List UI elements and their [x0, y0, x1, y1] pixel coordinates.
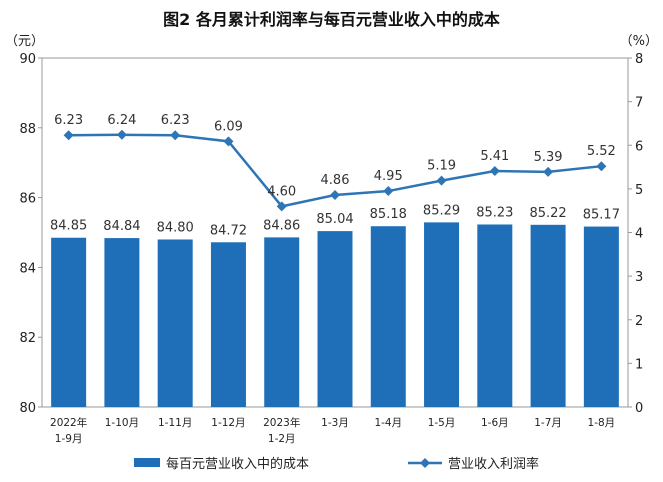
legend-swatch-bar: [134, 458, 160, 467]
bar: [530, 224, 566, 407]
bar: [370, 226, 406, 407]
y-right-unit: （%）: [620, 34, 658, 49]
y-right-tick-label: 8: [635, 52, 643, 67]
y-right-tick-label: 5: [635, 183, 643, 198]
y-right-tick-label: 1: [635, 357, 643, 372]
bar: [104, 238, 140, 407]
legend-swatch-marker: [420, 458, 430, 468]
x-tick-label: 1-5月: [428, 417, 456, 429]
y-right-tick-label: 0: [635, 401, 643, 416]
line-point: [436, 175, 447, 186]
bar-data-label: 85.17: [583, 208, 620, 223]
line-data-label: 5.52: [587, 144, 616, 159]
line-point: [116, 129, 127, 140]
bar-data-label: 85.04: [316, 212, 353, 227]
line-data-label: 6.24: [107, 113, 136, 128]
y-left-tick-label: 82: [19, 331, 36, 346]
x-tick-label: 2022年: [50, 416, 87, 429]
y-right-tick-label: 3: [635, 270, 643, 285]
bar-data-label: 84.85: [50, 219, 87, 234]
x-tick-label: 1-4月: [374, 417, 402, 429]
line-data-label: 4.95: [374, 169, 403, 184]
bar-data-label: 85.23: [476, 205, 513, 220]
bar: [51, 237, 87, 407]
line-data-label: 4.60: [267, 184, 296, 199]
x-tick-label: 1-10月: [105, 417, 139, 429]
y-left-tick-label: 80: [19, 401, 36, 416]
line-data-label: 5.19: [427, 159, 456, 174]
x-tick-label: 1-7月: [534, 417, 562, 429]
y-right-tick-label: 6: [635, 139, 643, 154]
line-point: [543, 166, 554, 177]
line-data-label: 5.41: [480, 149, 509, 164]
y-right-tick-label: 7: [635, 96, 643, 111]
legend-label-line: 营业收入利润率: [448, 456, 539, 472]
line-point: [330, 189, 340, 200]
x-tick-label: 1-12月: [211, 417, 245, 429]
line-data-label: 6.09: [214, 119, 243, 134]
line-point: [596, 161, 607, 172]
bar: [424, 222, 460, 407]
bar-data-label: 85.22: [529, 206, 566, 221]
x-tick-label: 1-8月: [588, 417, 616, 429]
bar: [157, 239, 193, 407]
chart-title: 图2 各月累计利润率与每百元营业收入中的成本: [163, 10, 500, 29]
line-point: [63, 130, 74, 141]
line-point: [489, 165, 500, 176]
line-data-label: 6.23: [54, 113, 83, 128]
line-data-label: 5.39: [534, 150, 563, 165]
bar: [210, 242, 246, 407]
line-data-label: 6.23: [161, 113, 190, 128]
legend-label-bar: 每百元营业收入中的成本: [166, 456, 309, 472]
x-tick-label: 2023年: [263, 416, 300, 429]
y-left-tick-label: 90: [19, 52, 36, 67]
bar: [477, 224, 513, 407]
bar-data-label: 84.80: [157, 220, 194, 235]
x-tick-label: 1-9月: [55, 433, 83, 445]
x-tick-label: 1-2月: [268, 433, 296, 445]
line-point: [223, 136, 234, 147]
x-tick-label: 1-11月: [158, 417, 192, 429]
y-right-tick-label: 4: [635, 227, 643, 242]
bar: [583, 226, 619, 407]
bar: [264, 237, 300, 407]
x-tick-label: 1-6月: [481, 417, 509, 429]
y-left-unit: （元）: [5, 34, 44, 49]
y-right-tick-label: 2: [635, 314, 643, 329]
y-left-tick-label: 84: [19, 261, 36, 276]
line-point: [383, 186, 394, 197]
y-left-tick-label: 86: [19, 192, 36, 207]
line-point: [170, 130, 181, 141]
bar-data-label: 84.72: [210, 223, 247, 238]
y-left-tick-label: 88: [19, 122, 36, 137]
line-point: [276, 201, 287, 212]
bar-data-label: 84.86: [263, 218, 300, 233]
bar: [317, 231, 353, 407]
line-data-label: 4.86: [321, 173, 350, 188]
bar-data-label: 85.29: [423, 203, 460, 218]
bar-data-label: 84.84: [103, 219, 140, 234]
x-tick-label: 1-3月: [321, 417, 349, 429]
bar-data-label: 85.18: [370, 207, 407, 222]
